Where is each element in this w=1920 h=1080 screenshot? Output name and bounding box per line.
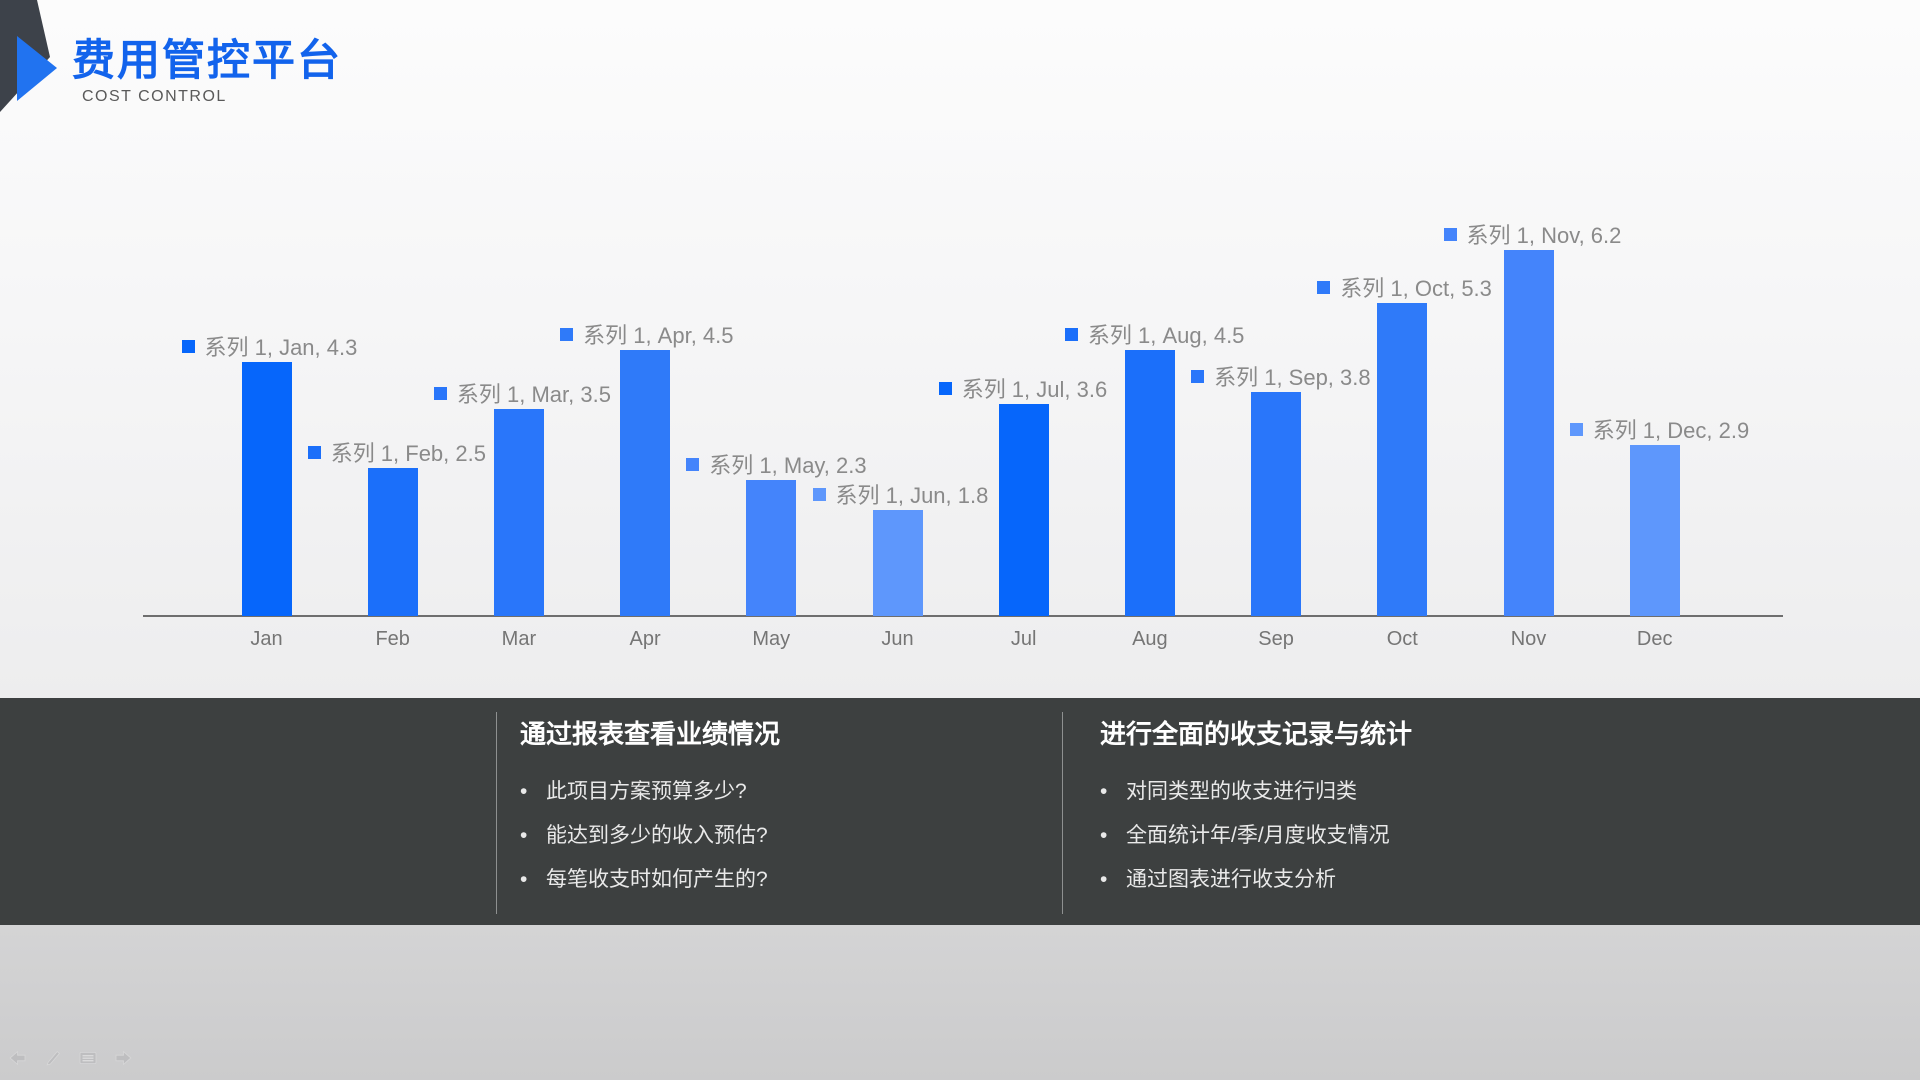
data-label-text: 系列 1, Apr, 4.5	[583, 323, 734, 348]
bullet-text: 对同类型的收支进行归类	[1126, 780, 1357, 803]
data-label-text: 系列 1, Jan, 4.3	[204, 335, 358, 360]
bullet-icon: •	[520, 824, 528, 847]
bar-sep	[1251, 392, 1302, 616]
presenter-toolbar	[8, 1048, 133, 1068]
data-label-mar: 系列 1, Mar, 3.5	[433, 377, 611, 409]
data-label-apr: 系列 1, Apr, 4.5	[560, 318, 734, 350]
data-label-may: 系列 1, May, 2.3	[686, 448, 867, 480]
data-label-aug: 系列 1, Aug, 4.5	[1064, 318, 1245, 350]
bullet-icon: •	[1100, 780, 1108, 803]
series-marker-icon	[307, 445, 321, 459]
series-marker-icon	[812, 487, 826, 501]
data-label-nov: 系列 1, Nov, 6.2	[1443, 218, 1622, 250]
pen-icon[interactable]	[43, 1048, 63, 1068]
bullet-text: 通过图表进行收支分析	[1126, 868, 1336, 891]
bar-dec	[1629, 445, 1680, 616]
data-label-text: 系列 1, Sep, 3.8	[1214, 365, 1371, 390]
bar-mar	[493, 409, 544, 616]
data-label-text: 系列 1, Dec, 2.9	[1592, 418, 1750, 443]
slide-menu-icon[interactable]	[78, 1048, 98, 1068]
bottom-strip	[0, 925, 1920, 1080]
data-label-text: 系列 1, Aug, 4.5	[1087, 323, 1245, 348]
series-marker-icon	[181, 339, 195, 353]
bar-may	[746, 480, 797, 616]
info-column-reports: 通过报表查看业绩情况 • 此项目方案预算多少? • 能达到多少的收入预估? • …	[520, 714, 1040, 911]
axis-label-mar: Mar	[501, 628, 537, 650]
axis-label-aug: Aug	[1132, 628, 1168, 650]
axis-label-may: May	[752, 628, 791, 650]
data-label-text: 系列 1, Feb, 2.5	[330, 441, 486, 466]
bullet-text: 此项目方案预算多少?	[546, 780, 747, 803]
data-label-feb: 系列 1, Feb, 2.5	[307, 436, 486, 468]
data-label-text: 系列 1, Jul, 3.6	[961, 377, 1108, 402]
bar-nov	[1503, 250, 1554, 616]
bullet-icon: •	[1100, 868, 1108, 891]
list-item: • 全面统计年/季/月度收支情况	[1100, 823, 1620, 849]
info-column-statistics: 进行全面的收支记录与统计 • 对同类型的收支进行归类 • 全面统计年/季/月度收…	[1100, 714, 1620, 911]
column-divider-left	[496, 712, 497, 914]
column-divider-middle	[1062, 712, 1063, 914]
bullet-text: 每笔收支时如何产生的?	[546, 868, 768, 891]
list-item: • 每笔收支时如何产生的?	[520, 867, 1040, 893]
series-marker-icon	[938, 381, 952, 395]
bar-jul	[998, 404, 1049, 616]
data-label-text: 系列 1, Jun, 1.8	[835, 483, 989, 508]
list-item: • 对同类型的收支进行归类	[1100, 779, 1620, 805]
list-item: • 此项目方案预算多少?	[520, 779, 1040, 805]
bar-aug	[1124, 350, 1175, 616]
list-item: • 通过图表进行收支分析	[1100, 867, 1620, 893]
axis-label-jan: Jan	[250, 628, 283, 650]
logo-arrows-icon	[0, 0, 57, 112]
data-label-jan: 系列 1, Jan, 4.3	[181, 330, 358, 362]
bar-apr	[620, 350, 671, 616]
bar-jan	[241, 362, 292, 616]
series-marker-icon	[1443, 227, 1457, 241]
bar-feb	[367, 468, 418, 616]
axis-label-sep: Sep	[1258, 628, 1294, 650]
page-title: 费用管控平台	[72, 37, 342, 85]
data-label-text: 系列 1, Nov, 6.2	[1466, 223, 1622, 248]
bar-jun	[872, 510, 923, 616]
info-heading: 进行全面的收支记录与统计	[1100, 719, 1413, 749]
series-marker-icon	[433, 386, 447, 400]
bar-chart: 系列 1, Jan, 4.3 Jan 系列 1, Feb, 2.5 Feb 系列 1, …	[143, 218, 1783, 650]
list-item: • 能达到多少的收入预估?	[520, 823, 1040, 849]
series-marker-icon	[560, 327, 574, 341]
slide-area: 费用管控平台 COST CONTROL 系列 1, Jan, 4.3 Jan 系列 …	[0, 0, 1920, 698]
back-arrow-icon[interactable]	[8, 1048, 28, 1068]
forward-arrow-icon[interactable]	[113, 1048, 133, 1068]
bullet-text: 能达到多少的收入预估?	[546, 824, 768, 847]
bullet-icon: •	[520, 780, 528, 803]
series-marker-icon	[686, 457, 700, 471]
bullet-text: 全面统计年/季/月度收支情况	[1126, 824, 1390, 847]
info-heading: 通过报表查看业绩情况	[520, 719, 781, 749]
axis-label-dec: Dec	[1636, 628, 1673, 650]
series-marker-icon	[1317, 280, 1331, 294]
axis-label-feb: Feb	[375, 628, 410, 650]
data-label-oct: 系列 1, Oct, 5.3	[1317, 271, 1492, 303]
data-label-text: 系列 1, Oct, 5.3	[1340, 276, 1492, 301]
axis-label-jun: Jun	[881, 628, 914, 650]
x-axis-line	[143, 615, 1783, 617]
series-marker-icon	[1569, 422, 1583, 436]
data-label-jul: 系列 1, Jul, 3.6	[938, 372, 1108, 404]
series-marker-icon	[1064, 327, 1078, 341]
bar-oct	[1377, 303, 1428, 616]
data-label-jun: 系列 1, Jun, 1.8	[812, 478, 989, 510]
bullet-icon: •	[520, 868, 528, 891]
bullet-icon: •	[1100, 824, 1108, 847]
data-label-text: 系列 1, May, 2.3	[709, 453, 867, 478]
page-subtitle: COST CONTROL	[82, 88, 227, 105]
data-label-text: 系列 1, Mar, 3.5	[456, 382, 611, 407]
data-label-dec: 系列 1, Dec, 2.9	[1569, 413, 1750, 445]
axis-label-nov: Nov	[1510, 628, 1547, 650]
series-marker-icon	[1191, 369, 1205, 383]
axis-label-apr: Apr	[629, 628, 661, 650]
axis-label-oct: Oct	[1386, 628, 1418, 650]
logo-blue-triangle	[17, 36, 57, 101]
data-label-sep: 系列 1, Sep, 3.8	[1191, 360, 1371, 392]
axis-label-jul: Jul	[1010, 628, 1037, 650]
info-band: 通过报表查看业绩情况 • 此项目方案预算多少? • 能达到多少的收入预估? • …	[0, 698, 1920, 925]
